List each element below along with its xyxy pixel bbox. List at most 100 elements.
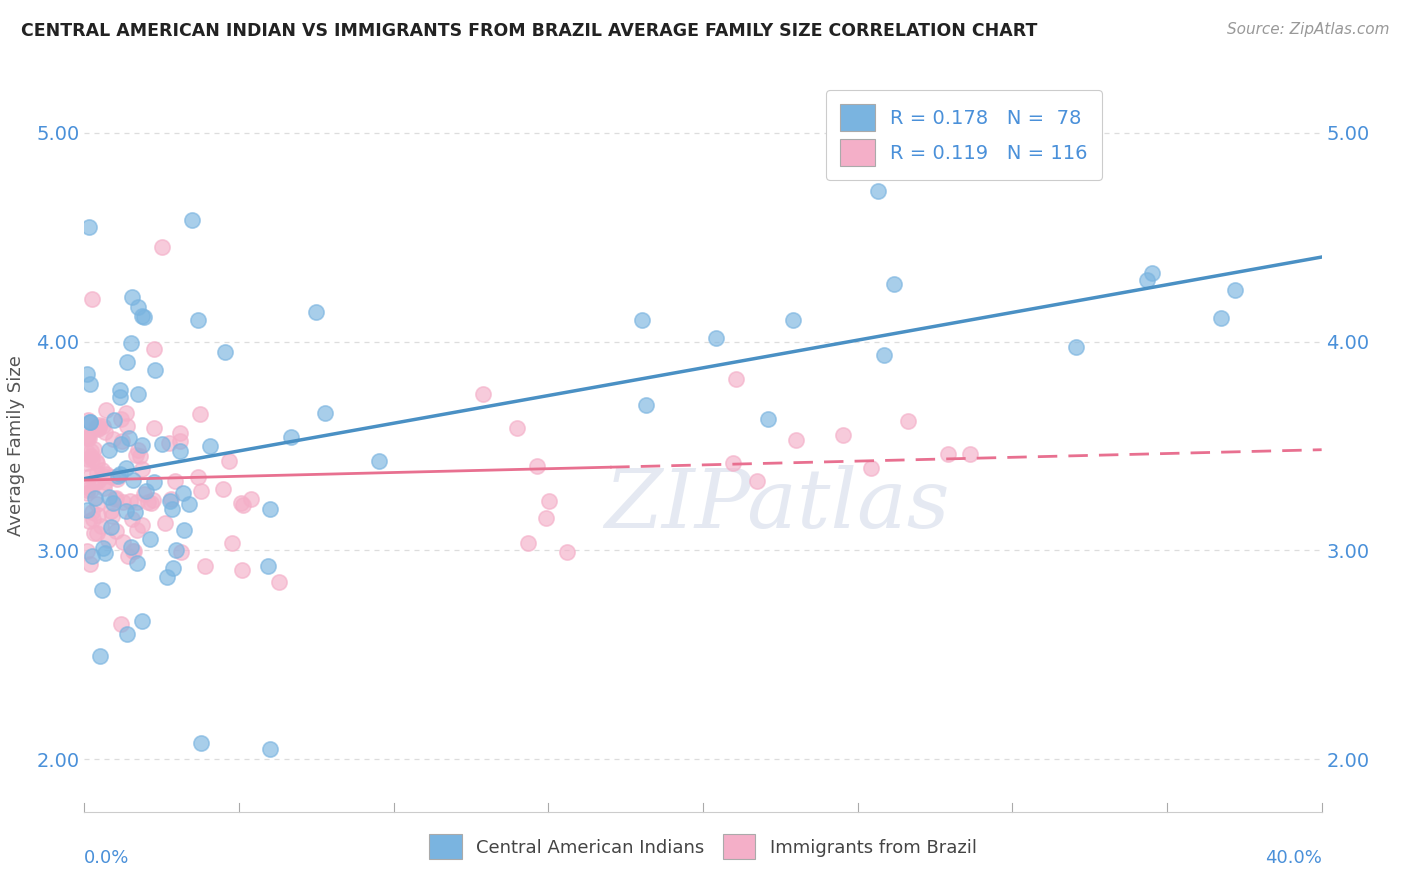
- Point: [1140, 266, 1163, 280]
- Point: [76, 483, 98, 497]
- Point: [101, 470, 124, 484]
- Point: [104, 524, 127, 539]
- Text: 0.0%: 0.0%: [84, 849, 129, 867]
- Point: [79, 377, 101, 392]
- Point: [142, 493, 165, 508]
- Point: [135, 483, 157, 498]
- Point: [100, 520, 122, 534]
- Point: [83, 526, 105, 541]
- Point: [831, 428, 853, 442]
- Point: [169, 425, 191, 440]
- Point: [873, 348, 896, 362]
- Point: [84, 420, 107, 434]
- Point: [87, 417, 110, 432]
- Point: [86, 526, 108, 541]
- Point: [704, 331, 727, 345]
- Point: [120, 494, 142, 508]
- Point: [471, 387, 494, 401]
- Point: [188, 407, 211, 421]
- Point: [117, 549, 139, 563]
- Point: [1136, 273, 1159, 287]
- Point: [80, 443, 103, 458]
- Point: [214, 344, 236, 359]
- Point: [77, 219, 100, 234]
- Point: [127, 442, 149, 457]
- Point: [86, 497, 108, 511]
- Point: [101, 432, 124, 446]
- Point: [368, 454, 391, 468]
- Point: [115, 406, 138, 420]
- Point: [94, 425, 117, 440]
- Point: [76, 503, 98, 517]
- Point: [200, 439, 222, 453]
- Point: [121, 290, 143, 304]
- Point: [170, 545, 193, 559]
- Point: [76, 430, 98, 444]
- Text: 40.0%: 40.0%: [1265, 849, 1322, 867]
- Point: [82, 512, 104, 526]
- Point: [76, 544, 98, 558]
- Point: [555, 545, 578, 559]
- Point: [169, 444, 191, 458]
- Point: [177, 498, 200, 512]
- Point: [86, 466, 108, 480]
- Point: [104, 491, 127, 506]
- Point: [240, 491, 263, 506]
- Point: [190, 484, 212, 499]
- Point: [172, 486, 194, 500]
- Point: [93, 469, 115, 483]
- Point: [936, 446, 959, 460]
- Point: [159, 491, 181, 506]
- Point: [91, 419, 114, 434]
- Point: [131, 309, 153, 323]
- Point: [218, 454, 240, 468]
- Point: [110, 412, 132, 426]
- Point: [108, 467, 131, 481]
- Point: [1209, 310, 1232, 325]
- Point: [111, 434, 134, 448]
- Point: [120, 540, 142, 554]
- Point: [118, 431, 141, 445]
- Point: [139, 532, 162, 546]
- Point: [89, 420, 111, 434]
- Point: [630, 313, 652, 327]
- Point: [782, 313, 804, 327]
- Point: [97, 533, 120, 547]
- Point: [86, 421, 108, 435]
- Point: [305, 305, 328, 319]
- Point: [132, 487, 155, 501]
- Point: [110, 391, 132, 405]
- Point: [194, 559, 217, 574]
- Point: [883, 277, 905, 291]
- Point: [259, 742, 281, 756]
- Point: [97, 490, 120, 504]
- Point: [76, 368, 98, 382]
- Point: [121, 512, 143, 526]
- Point: [93, 481, 115, 495]
- Point: [77, 479, 100, 493]
- Point: [143, 363, 166, 377]
- Point: [76, 429, 98, 443]
- Point: [142, 475, 165, 489]
- Point: [98, 442, 121, 457]
- Point: [110, 616, 132, 631]
- Point: [959, 447, 981, 461]
- Point: [232, 498, 254, 512]
- Point: [139, 496, 162, 510]
- Point: [112, 535, 135, 549]
- Point: [190, 736, 212, 750]
- Point: [96, 402, 118, 417]
- Point: [267, 575, 290, 590]
- Point: [231, 563, 253, 577]
- Point: [114, 504, 136, 518]
- Point: [91, 541, 114, 555]
- Point: [115, 355, 138, 369]
- Point: [125, 448, 148, 462]
- Point: [131, 438, 153, 452]
- Point: [80, 549, 103, 564]
- Point: [136, 495, 159, 509]
- Point: [91, 582, 114, 597]
- Point: [76, 456, 98, 470]
- Point: [1064, 340, 1087, 354]
- Point: [86, 420, 108, 434]
